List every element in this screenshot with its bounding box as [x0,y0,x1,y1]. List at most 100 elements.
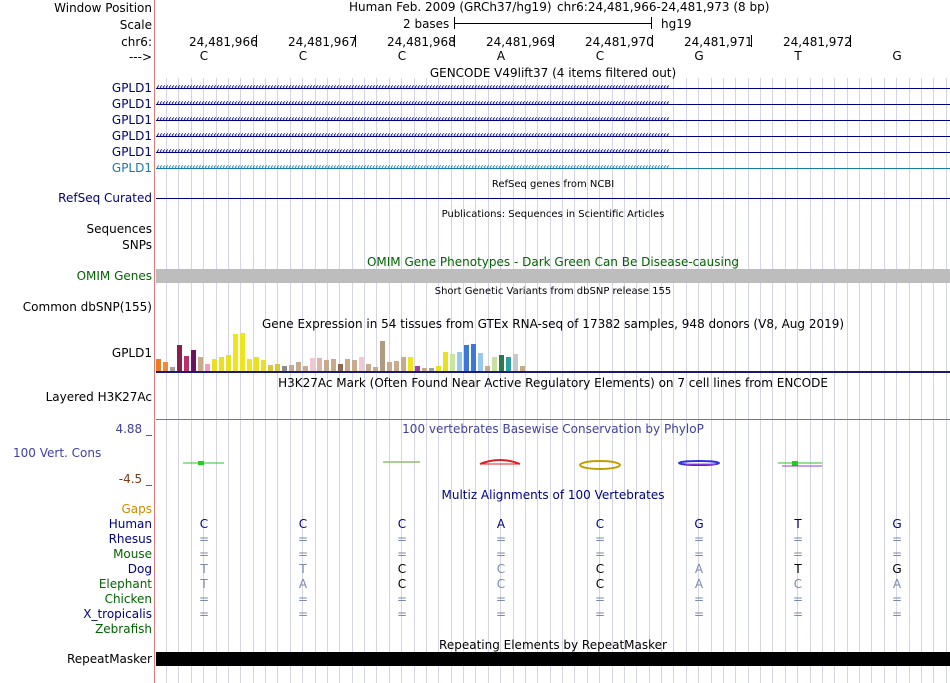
gtex-tissue-bar[interactable] [282,366,287,371]
gtex-tissue-bar[interactable] [415,366,420,371]
gencode-transcript-line[interactable] [156,152,950,153]
gtex-track-title[interactable]: Gene Expression in 54 tissues from GTEx … [261,317,845,331]
repeatmasker-track-title[interactable]: Repeating Elements by RepeatMasker [439,638,667,652]
gtex-tissue-bar[interactable] [478,353,483,371]
gencode-transcript-line[interactable] [156,88,950,89]
gtex-tissue-bar[interactable] [261,360,266,371]
species-label[interactable]: Human [108,517,152,531]
species-label[interactable]: Chicken [104,592,152,606]
species-label[interactable]: Zebrafish [95,622,152,636]
sequences-label[interactable]: Sequences [86,222,152,236]
omim-gene-bar[interactable] [156,269,950,283]
repeatmasker-label[interactable]: RepeatMasker [66,652,152,666]
gtex-tissue-bar[interactable] [429,368,434,371]
gtex-tissue-bar[interactable] [366,364,371,371]
gtex-tissue-bar[interactable] [233,334,238,371]
gencode-transcript-line[interactable] [156,120,950,121]
publications-track-title[interactable]: Publications: Sequences in Scientific Ar… [441,209,665,220]
gtex-tissue-bar[interactable] [387,362,392,371]
gtex-tissue-bar[interactable] [317,358,322,371]
species-label[interactable]: X_tropicalis [83,607,152,621]
gencode-item-label[interactable]: GPLD1 [111,113,152,127]
gencode-transcript-line[interactable] [156,104,950,105]
gtex-tissue-bar[interactable] [485,366,490,371]
multiz-track-title[interactable]: Multiz Alignments of 100 Vertebrates [441,488,665,502]
gtex-tissue-bar[interactable] [303,366,308,371]
gencode-item-label[interactable]: GPLD1 [111,161,152,175]
gtex-tissue-bar[interactable] [464,345,469,371]
gtex-tissue-bar[interactable] [450,354,455,371]
gtex-tissue-bar[interactable] [401,357,406,371]
omim-label[interactable]: OMIM Genes [76,269,152,283]
h3k27ac-label[interactable]: Layered H3K27Ac [45,390,152,404]
dbsnp-label[interactable]: Common dbSNP(155) [22,300,152,314]
gaps-label[interactable]: Gaps [121,502,152,516]
gtex-tissue-bar[interactable] [338,364,343,371]
gtex-tissue-bar[interactable] [443,352,448,371]
gtex-tissue-bar[interactable] [240,333,245,371]
refseq-gene-line[interactable] [156,198,950,199]
gtex-tissue-bar[interactable] [373,367,378,371]
gtex-tissue-bar[interactable] [226,355,231,371]
gtex-tissue-bar[interactable] [331,359,336,371]
gtex-tissue-bar[interactable] [205,364,210,371]
phylop-track-title[interactable]: 100 vertebrates Basewise Conservation by… [402,422,704,436]
gtex-tissue-bar[interactable] [163,362,168,371]
gencode-item-label[interactable]: GPLD1 [111,129,152,143]
gencode-transcript-line[interactable] [156,136,950,137]
gtex-tissue-bar[interactable] [184,356,189,371]
gtex-tissue-bar[interactable] [394,361,399,371]
grid-line [612,78,613,683]
species-label[interactable]: Mouse [113,547,152,561]
phylop-label[interactable]: 100 Vert. Cons [13,446,102,460]
gtex-expression-bars[interactable] [156,331,556,371]
refseq-track-title[interactable]: RefSeq genes from NCBI [491,179,615,190]
gtex-tissue-bar[interactable] [520,366,525,371]
gtex-tissue-bar[interactable] [324,360,329,371]
gtex-tissue-bar[interactable] [170,367,175,371]
species-label[interactable]: Elephant [98,577,152,591]
gencode-item-label[interactable]: GPLD1 [111,97,152,111]
gtex-tissue-bar[interactable] [219,357,224,371]
gtex-tissue-bar[interactable] [177,345,182,371]
gencode-item-label[interactable]: GPLD1 [111,145,152,159]
gtex-tissue-bar[interactable] [408,357,413,371]
dbsnp-track-title[interactable]: Short Genetic Variants from dbSNP releas… [434,286,672,297]
gtex-tissue-bar[interactable] [198,357,203,371]
gtex-tissue-bar[interactable] [352,360,357,371]
gtex-tissue-bar[interactable] [296,362,301,371]
gtex-tissue-bar[interactable] [310,358,315,371]
gencode-track-title[interactable]: GENCODE V49lift37 (4 items filtered out) [429,66,677,80]
species-label[interactable]: Dog [127,562,152,576]
gtex-tissue-bar[interactable] [457,352,462,371]
gtex-tissue-bar[interactable] [156,359,161,371]
gtex-tissue-bar[interactable] [506,357,511,371]
gtex-tissue-bar[interactable] [499,355,504,371]
repeatmasker-bar[interactable] [156,652,950,666]
gtex-tissue-bar[interactable] [247,359,252,371]
gtex-tissue-bar[interactable] [289,365,294,371]
gtex-tissue-bar[interactable] [359,357,364,371]
gtex-label[interactable]: GPLD1 [111,346,152,360]
gtex-tissue-bar[interactable] [422,368,427,371]
gtex-tissue-bar[interactable] [492,357,497,371]
gencode-item-label[interactable]: GPLD1 [111,81,152,95]
omim-track-title[interactable]: OMIM Gene Phenotypes - Dark Green Can Be… [366,255,740,269]
gtex-tissue-bar[interactable] [345,359,350,371]
gtex-tissue-bar[interactable] [380,341,385,371]
h3k27ac-track-title[interactable]: H3K27Ac Mark (Often Found Near Active Re… [278,376,828,390]
phylop-glyphs[interactable] [156,452,950,474]
gtex-tissue-bar[interactable] [268,365,273,371]
gtex-tissue-bar[interactable] [191,350,196,371]
refseq-label[interactable]: RefSeq Curated [58,191,152,205]
species-label[interactable]: Rhesus [108,532,152,546]
gtex-tissue-bar[interactable] [471,344,476,371]
gtex-tissue-bar[interactable] [513,354,518,371]
gtex-tissue-bar[interactable] [254,357,259,371]
grid-line [896,78,897,683]
gtex-tissue-bar[interactable] [436,366,441,371]
gtex-tissue-bar[interactable] [275,364,280,371]
snps-label[interactable]: SNPs [122,238,152,252]
gencode-transcript-line[interactable] [156,168,950,169]
gtex-tissue-bar[interactable] [212,359,217,371]
